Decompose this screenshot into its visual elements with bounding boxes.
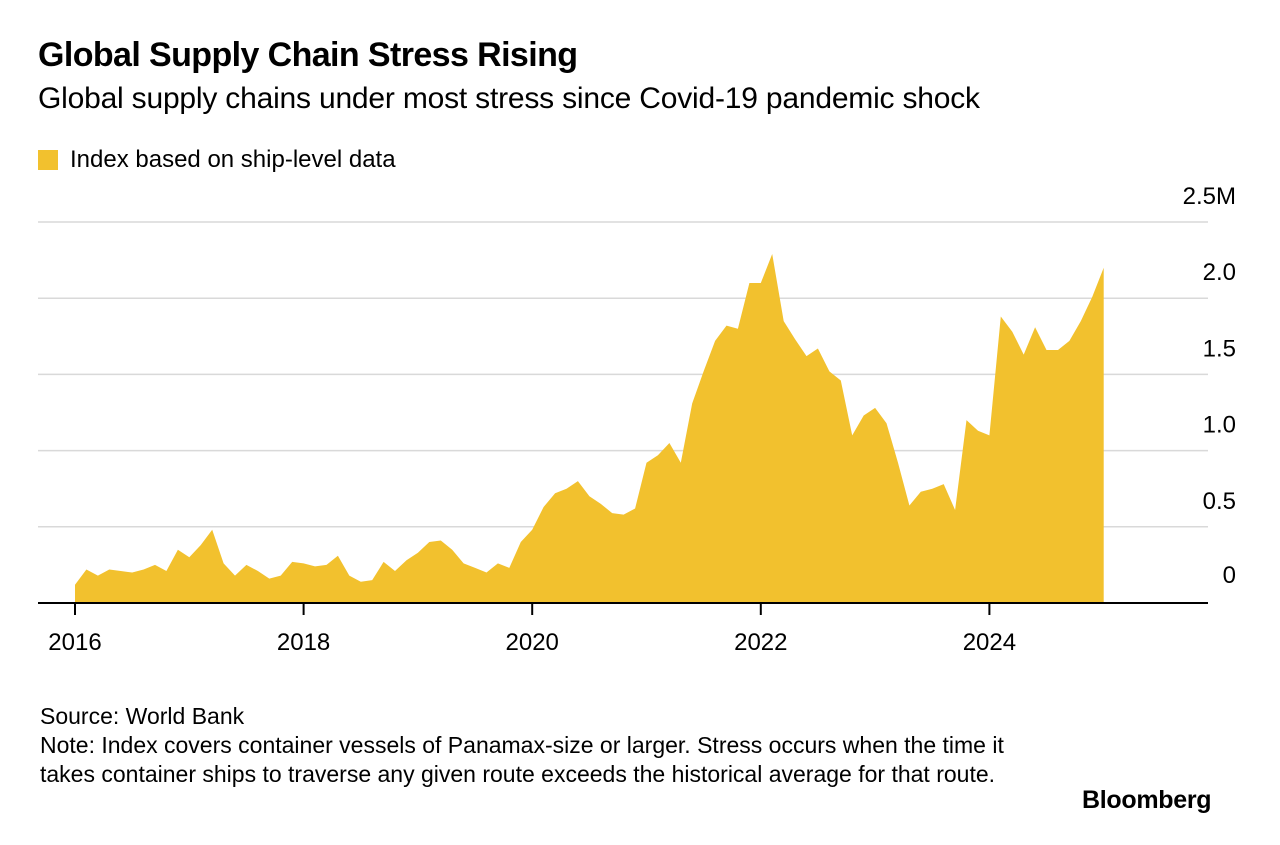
y-tick-label: 2.0 <box>1203 259 1236 286</box>
y-tick-label: 1.0 <box>1203 412 1236 439</box>
y-tick-labels: 0 0.5 1.0 1.5 2.0 2.5M <box>1183 183 1236 589</box>
x-tick-labels: 2016 2018 2020 2022 2024 <box>48 629 1016 656</box>
x-tick-label: 2022 <box>734 629 787 656</box>
chart-title: Global Supply Chain Stress Rising <box>38 36 578 74</box>
x-axis <box>38 602 1208 615</box>
x-tick-label: 2020 <box>506 629 559 656</box>
x-tick-label: 2024 <box>963 629 1016 656</box>
y-tick-label: 0 <box>1223 562 1236 589</box>
note-text: Note: Index covers container vessels of … <box>40 732 1004 787</box>
x-tick-label: 2018 <box>277 629 330 656</box>
x-tick-label: 2016 <box>48 629 101 656</box>
y-tick-label: 1.5 <box>1203 335 1236 362</box>
series-area-path <box>75 254 1104 603</box>
footer-notes: Source: World Bank Note: Index covers co… <box>40 702 1020 789</box>
series-area <box>75 254 1104 603</box>
y-tick-label: 0.5 <box>1203 488 1236 515</box>
source-text: Source: World Bank <box>40 703 245 729</box>
legend-swatch <box>38 150 58 170</box>
bloomberg-logo: Bloomberg <box>1082 786 1212 814</box>
legend-label: Index based on ship-level data <box>70 146 396 173</box>
y-tick-label: 2.5M <box>1183 183 1236 210</box>
chart-subtitle: Global supply chains under most stress s… <box>38 82 980 115</box>
area-chart: 0 0.5 1.0 1.5 2.0 2.5M 2016 2018 2020 2022 2024 <box>38 183 1236 656</box>
legend: Index based on ship-level data <box>38 146 396 174</box>
